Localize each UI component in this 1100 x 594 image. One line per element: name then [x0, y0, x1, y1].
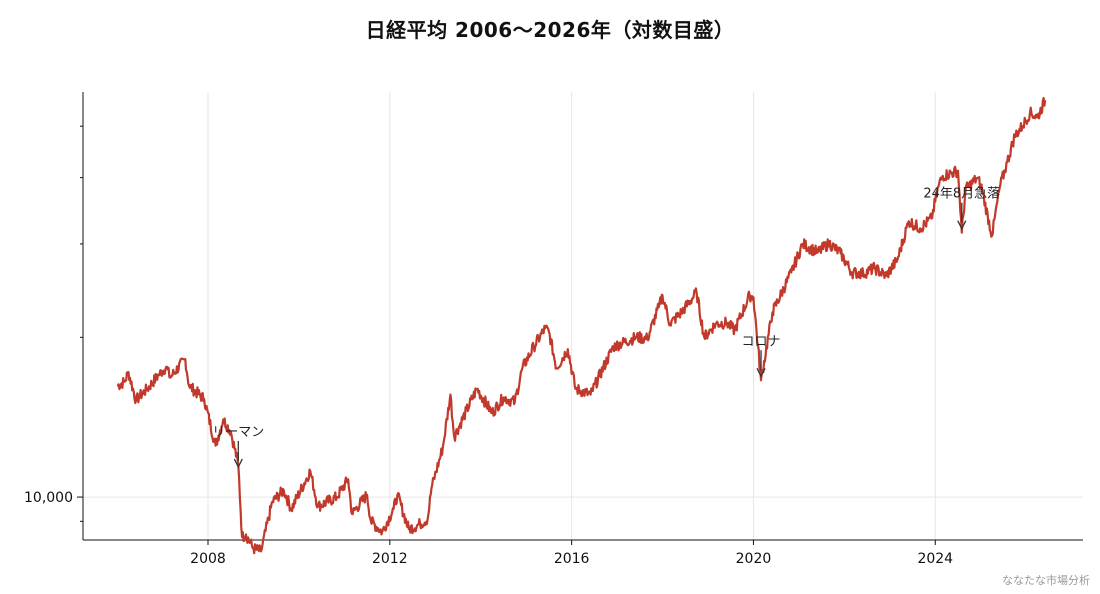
x-tick-label: 2008	[190, 551, 226, 567]
y-tick-label: 10,000	[24, 490, 73, 506]
annotation-label: リーマン	[212, 425, 264, 440]
x-tick-label: 2012	[372, 551, 408, 567]
annotation-arrowhead	[233, 458, 243, 469]
x-tick-label: 2020	[736, 551, 772, 567]
annotation-label: コロナ	[742, 334, 781, 349]
x-tick-label: 2016	[554, 551, 590, 567]
x-tick-label: 2024	[917, 551, 953, 567]
chart-title: 日経平均 2006〜2026年（対数目盛）	[365, 18, 735, 42]
annotation-arrowhead	[957, 220, 967, 231]
watermark-label: ななたな市場分析	[1002, 574, 1090, 587]
annotation-label: 24年8月急落	[923, 187, 1000, 202]
series-line	[116, 96, 1047, 555]
annotation-arrowhead	[756, 367, 766, 378]
